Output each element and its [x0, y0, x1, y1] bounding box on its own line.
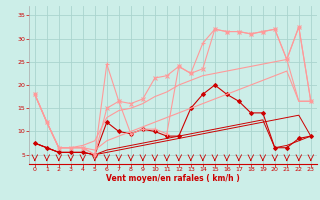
X-axis label: Vent moyen/en rafales ( km/h ): Vent moyen/en rafales ( km/h )	[106, 174, 240, 183]
